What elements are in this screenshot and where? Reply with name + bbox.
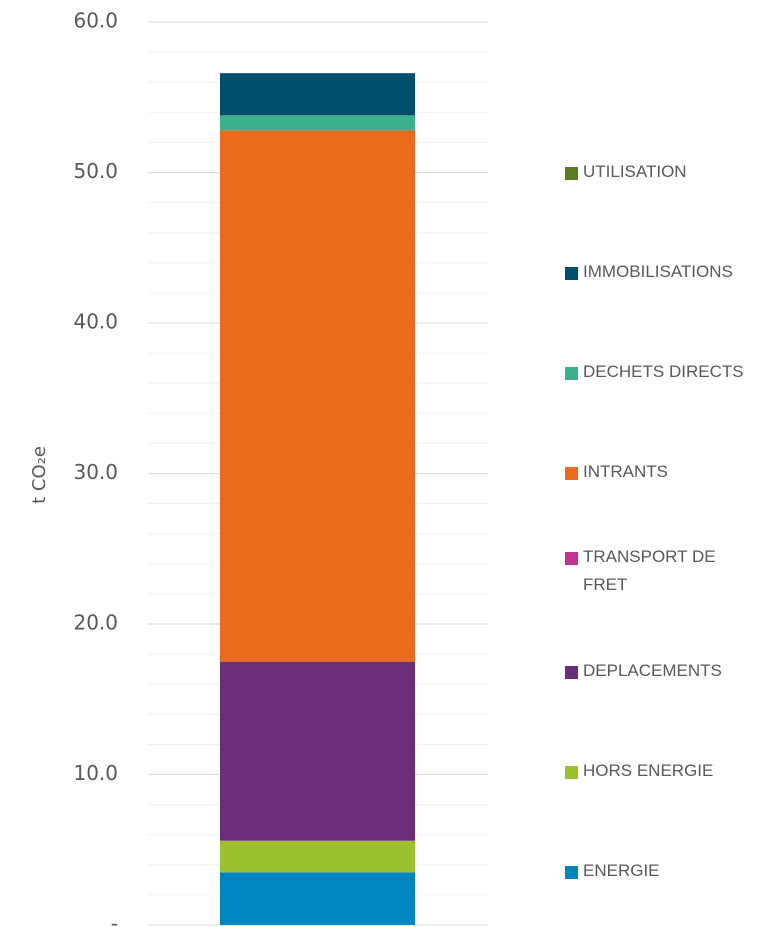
bar-segment — [220, 73, 415, 116]
legend-item: HORS ENERGIE — [565, 761, 713, 785]
y-tick-label: - — [111, 912, 118, 927]
legend-item: ENERGIE — [565, 861, 660, 885]
legend-label: ENERGIE — [583, 861, 660, 880]
legend-label: HORS ENERGIE — [583, 761, 714, 781]
bar-segment — [220, 130, 415, 662]
legend-label: DEPLACEMENTS — [583, 661, 722, 681]
y-tick-label: 40.0 — [73, 310, 118, 334]
legend-label: DECHETS DIRECTS — [583, 361, 744, 381]
bar-segment — [220, 872, 415, 925]
legend-swatch — [565, 366, 578, 380]
y-axis-title: t CO₂e — [29, 446, 50, 504]
y-tick-label: 20.0 — [73, 611, 118, 635]
bar-segment — [220, 115, 415, 131]
legend-item: DECHETS DIRECTS — [565, 362, 744, 386]
legend-swatch — [565, 766, 578, 780]
legend-label: INTRANTS — [583, 461, 668, 481]
legend-item: DEPLACEMENTS — [565, 661, 722, 685]
legend-item: TRANSPORT DE FRET — [565, 547, 763, 599]
legend-swatch — [565, 866, 578, 879]
legend-item: IMMOBILISATIONS — [565, 262, 733, 286]
bar-segment — [220, 840, 415, 873]
legend-swatch — [565, 266, 578, 280]
y-tick-label: 30.0 — [73, 460, 118, 484]
legend-swatch — [565, 167, 578, 180]
legend-label: UTILISATION — [583, 162, 687, 181]
bar-segment — [220, 661, 415, 841]
legend-label: TRANSPORT DE FRET — [583, 547, 716, 595]
legend-swatch — [565, 466, 578, 480]
y-tick-label: 60.0 — [73, 9, 118, 33]
legend-label: IMMOBILISATIONS — [583, 261, 733, 281]
legend-item: INTRANTS — [565, 462, 668, 486]
legend-swatch — [565, 552, 578, 566]
y-tick-label: 50.0 — [73, 159, 118, 183]
y-tick-label: 10.0 — [73, 761, 118, 785]
legend-swatch — [565, 666, 578, 680]
legend-item: UTILISATION — [565, 162, 687, 186]
